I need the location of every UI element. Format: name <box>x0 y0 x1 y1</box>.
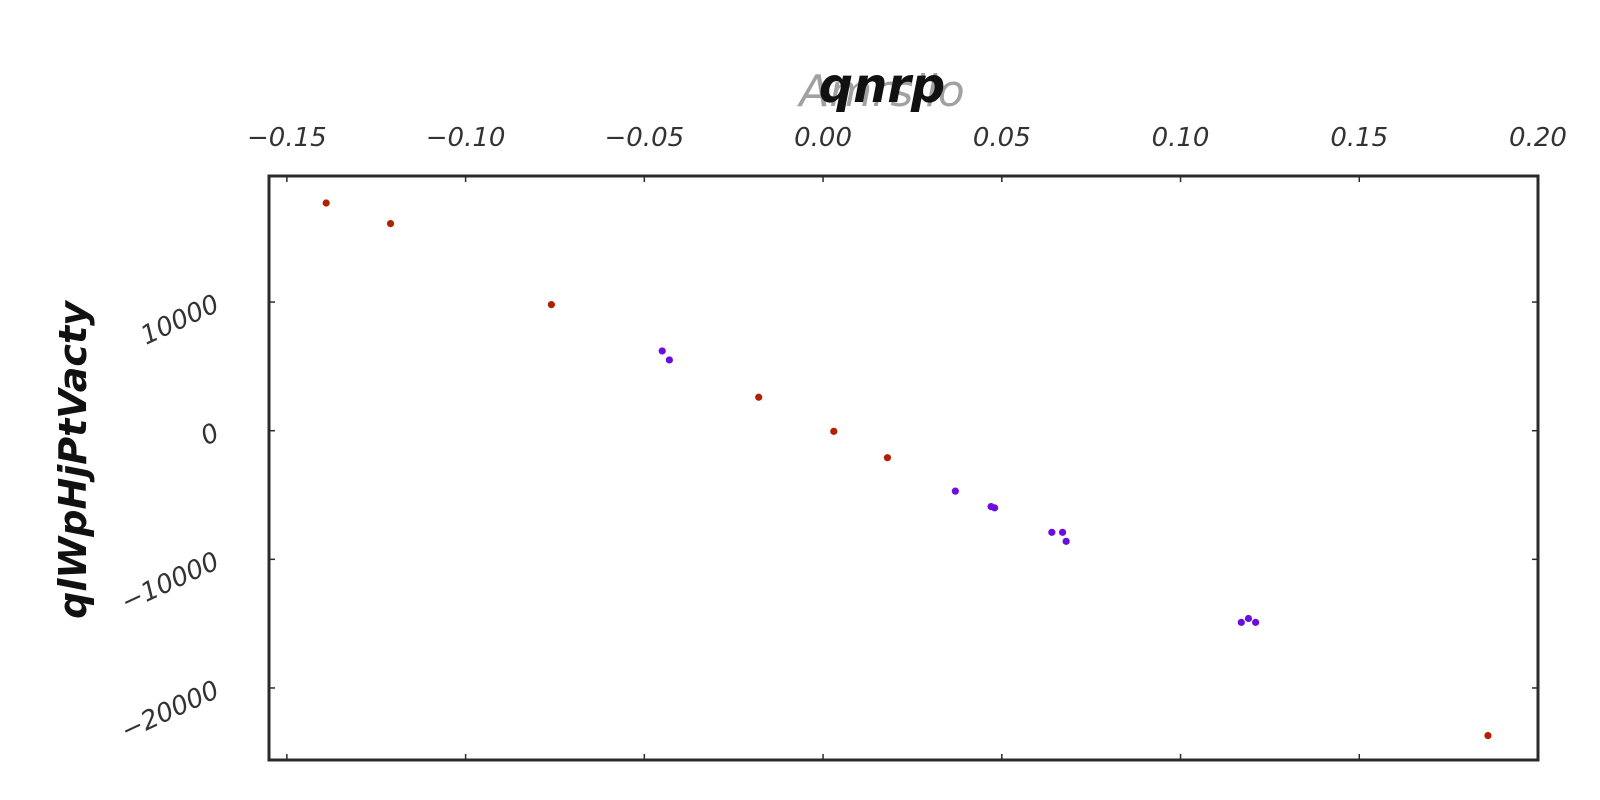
data-point-series-2 <box>665 356 673 364</box>
data-point-series-1 <box>755 393 763 401</box>
data-point-series-2 <box>1058 528 1067 536</box>
chart-title: qnrp <box>819 58 946 114</box>
x-tick-label: −0.10 <box>426 123 506 153</box>
x-tick-label: 0.00 <box>794 123 852 153</box>
data-point-series-1 <box>883 454 892 462</box>
data-point-series-2 <box>1244 614 1253 623</box>
x-tick-label: −0.15 <box>247 123 327 153</box>
data-point-series-2 <box>1237 618 1245 626</box>
data-points <box>322 199 1492 740</box>
y-tick-label: 0 <box>196 418 224 452</box>
y-axis: −20000 −10000 0 10000 <box>117 289 1538 746</box>
data-point-series-1 <box>322 199 330 207</box>
x-tick-label: −0.05 <box>604 123 684 153</box>
chart-title-overlay: Amrsllo <box>796 66 964 117</box>
data-point-series-2 <box>658 347 666 355</box>
data-point-series-2 <box>1252 618 1260 626</box>
x-axis: −0.15 −0.10 −0.05 0.00 0.05 0.10 0.15 0.20 <box>247 123 1567 760</box>
data-point-series-1 <box>830 427 838 435</box>
x-tick-label: 0.20 <box>1509 123 1567 153</box>
y-tick-label: −20000 <box>117 675 224 746</box>
data-point-series-2 <box>1048 528 1056 536</box>
data-point-series-1 <box>1484 731 1492 740</box>
x-tick-label: 0.10 <box>1152 123 1210 153</box>
data-point-series-1 <box>386 219 395 228</box>
data-point-series-2 <box>951 487 959 495</box>
y-axis-label: qlWpHjPtVacty <box>51 299 95 619</box>
y-tick-label: −10000 <box>117 546 224 617</box>
data-point-series-1 <box>547 301 555 309</box>
data-point-series-2 <box>1062 537 1070 545</box>
x-tick-label: 0.05 <box>973 123 1031 153</box>
plot-frame <box>267 174 1540 762</box>
data-point-series-2 <box>991 504 999 512</box>
x-tick-label: 0.15 <box>1330 123 1388 153</box>
y-tick-label: 10000 <box>136 289 224 351</box>
